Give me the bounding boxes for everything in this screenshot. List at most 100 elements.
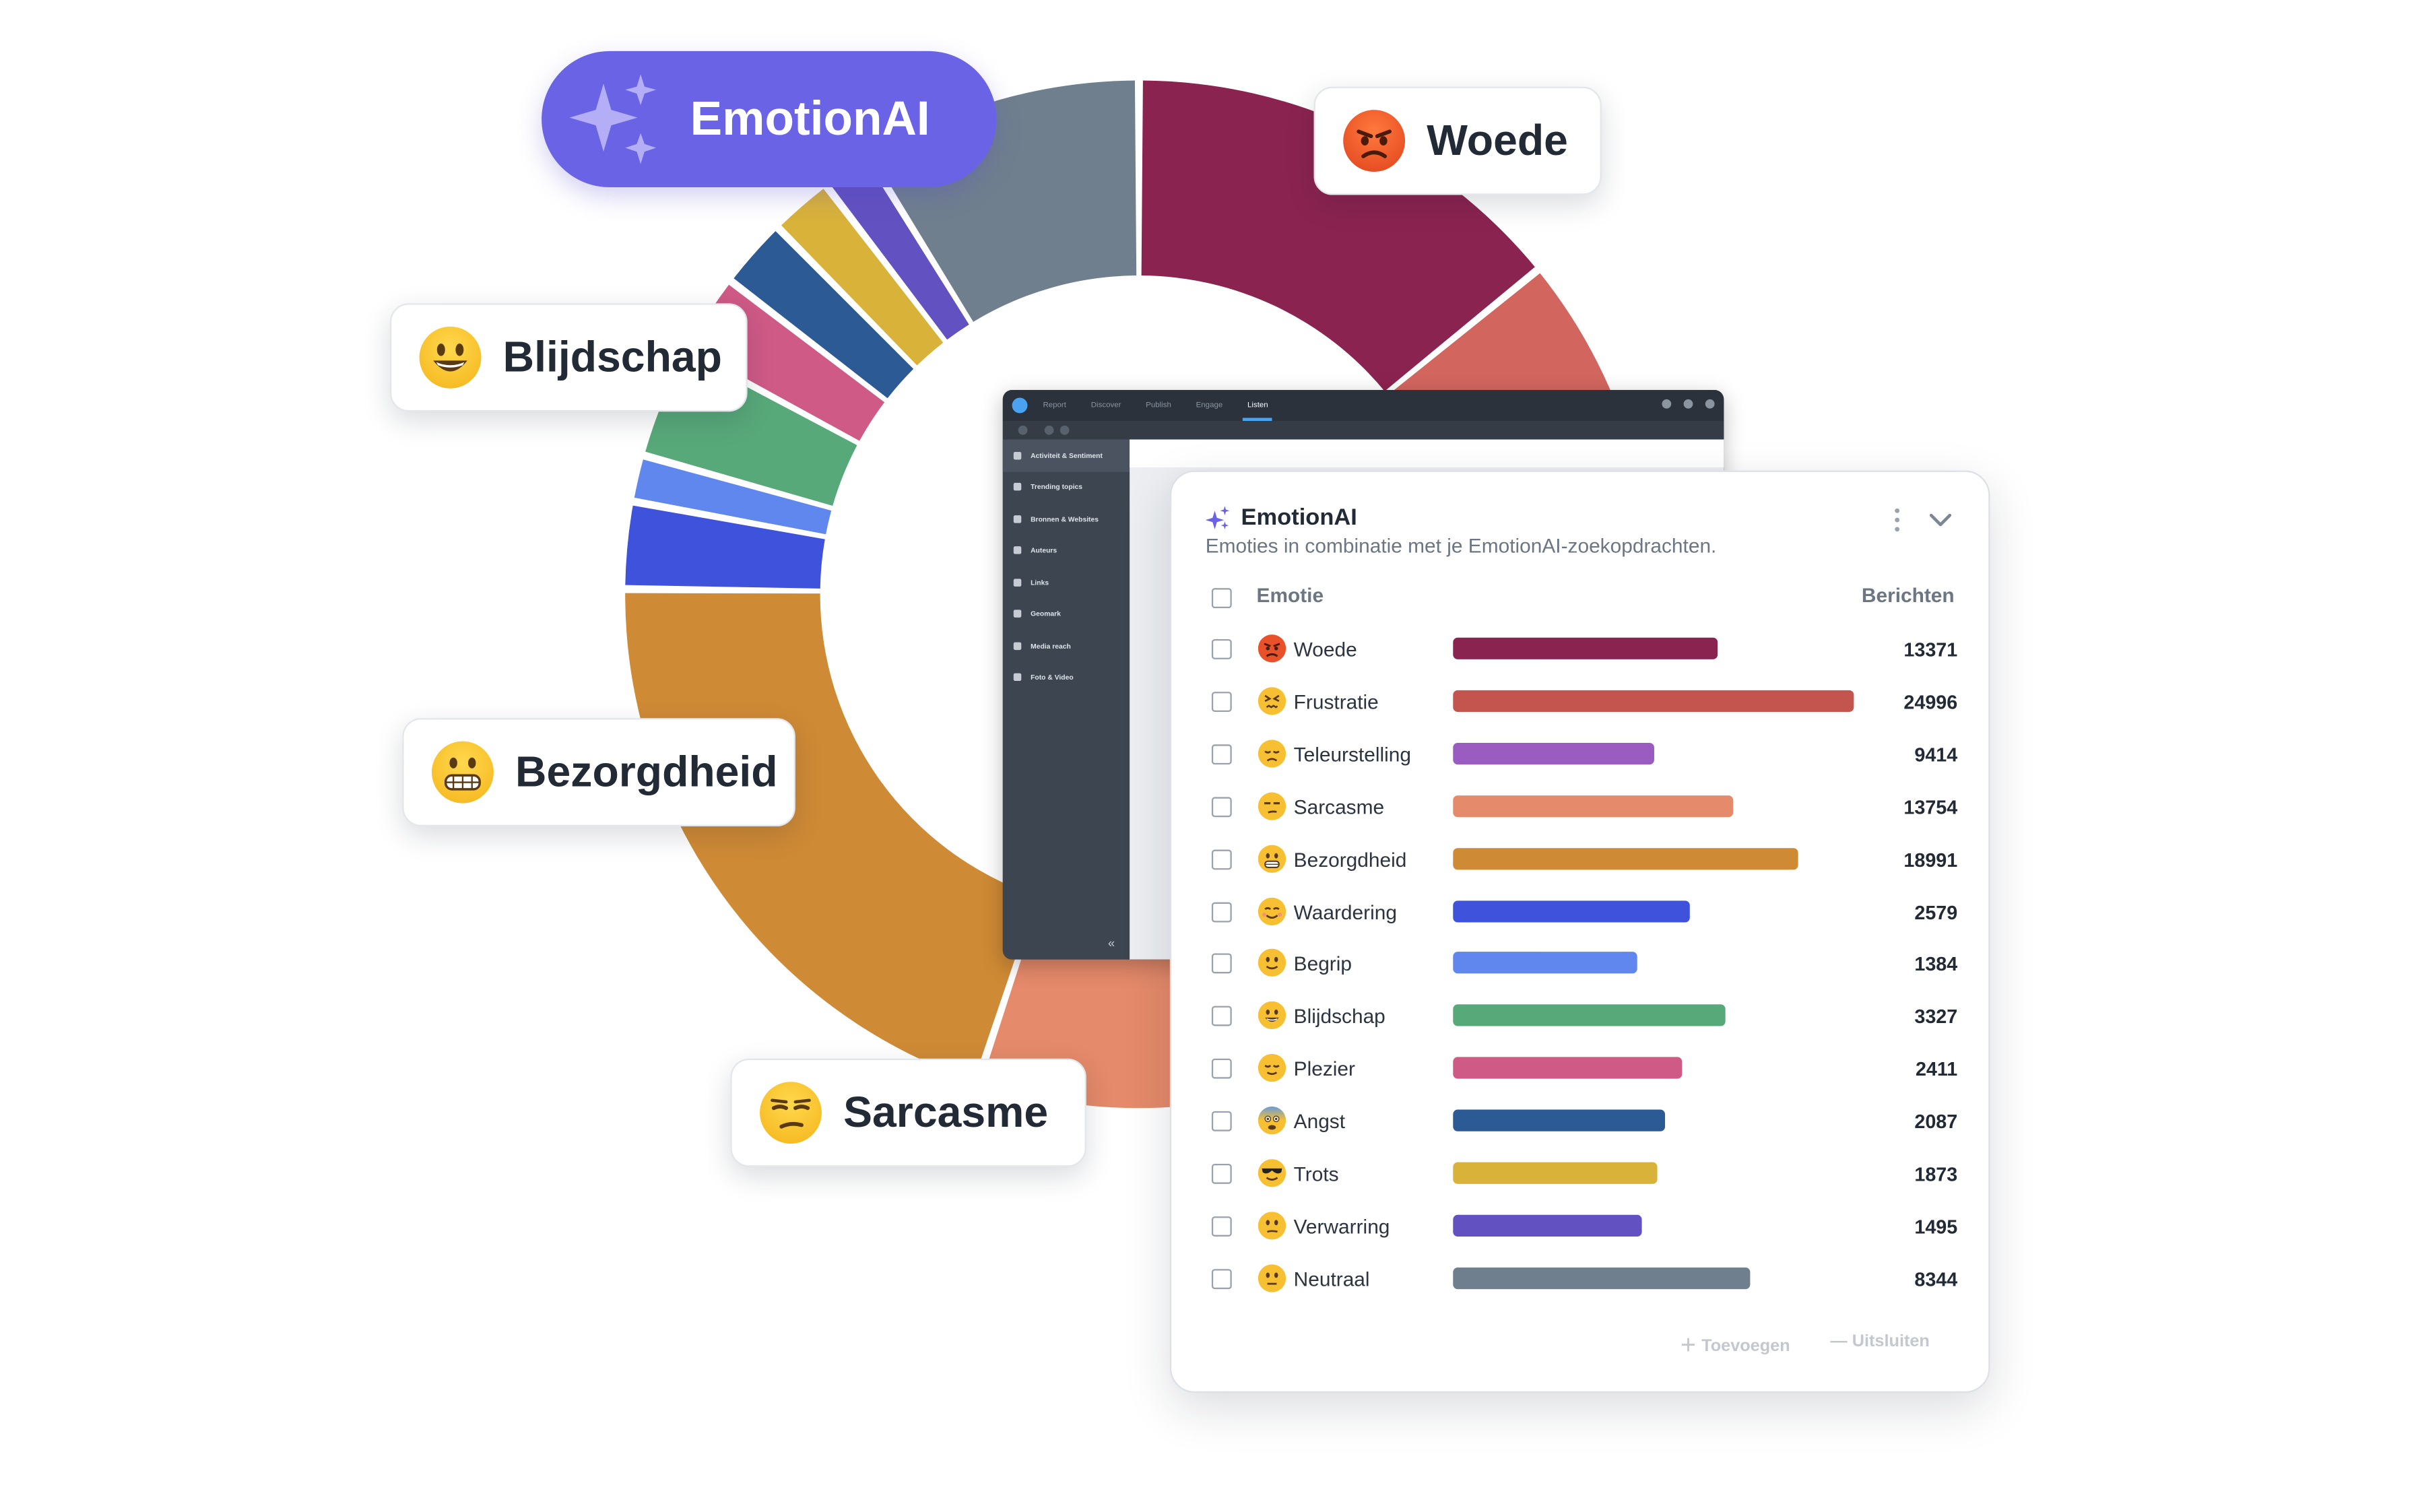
tab-report[interactable]: Report (1043, 401, 1066, 410)
bar-chart-icon (1013, 483, 1022, 491)
emotion-card: EmotionAI Emoties in combinatie met je E… (1169, 470, 1992, 1393)
disappointed-face-icon (1258, 739, 1286, 768)
list-item: Verwarring 1495 (1171, 1201, 1992, 1253)
card-footer: ＋ Toevoegen — Uitsluiten (1680, 1332, 1930, 1357)
row-checkbox[interactable] (1211, 744, 1232, 764)
bell-icon[interactable] (1683, 399, 1693, 409)
sparkles-icon (569, 74, 657, 164)
row-checkbox[interactable] (1211, 1163, 1232, 1184)
card-subtitle: Emoties in combinatie met je EmotionAI-z… (1205, 533, 1717, 558)
row-checkbox[interactable] (1211, 691, 1232, 712)
bar-waardering (1453, 900, 1690, 922)
help-icon[interactable] (1662, 399, 1672, 409)
list-item: Angst 2087 (1171, 1096, 1992, 1148)
donut-slice-woede (1141, 80, 1535, 391)
bar-angst (1453, 1109, 1666, 1131)
tab-listen[interactable]: Listen (1242, 390, 1274, 422)
sidebar-item-media-reach[interactable]: Media reach (1003, 630, 1130, 661)
row-checkbox[interactable] (1211, 1006, 1232, 1027)
emotion-name: Frustratie (1293, 690, 1379, 714)
grimacing-face-icon (431, 741, 494, 803)
angry-face-icon (1258, 634, 1286, 663)
search-icon[interactable] (1018, 425, 1028, 435)
globe-icon (1013, 515, 1022, 523)
row-checkbox[interactable] (1211, 1111, 1232, 1131)
label-bezorgdheid: Bezorgdheid (402, 718, 795, 827)
message-count: 13754 (1903, 796, 1958, 818)
message-count: 8344 (1914, 1268, 1958, 1290)
bar-neutraal (1453, 1267, 1750, 1289)
message-count: 1384 (1914, 954, 1958, 976)
message-count: 13371 (1903, 639, 1958, 661)
list-item: Woede 13371 (1171, 624, 1992, 676)
sparkles-icon (1205, 506, 1230, 529)
app-logo (1012, 397, 1028, 414)
column-header-berichten[interactable]: Berichten (1861, 583, 1955, 607)
emotion-name: Neutraal (1293, 1267, 1370, 1290)
message-count: 2411 (1915, 1059, 1958, 1081)
sidebar-item-foto-video[interactable]: Foto & Video (1003, 661, 1130, 693)
sidebar-item-activiteit[interactable]: Activiteit & Sentiment (1002, 439, 1130, 471)
row-checkbox[interactable] (1211, 796, 1232, 817)
chevron-down-icon[interactable] (1928, 509, 1953, 531)
list-item: Trots 1873 (1171, 1148, 1992, 1201)
emotion-name: Angst (1293, 1109, 1346, 1133)
tab-discover[interactable]: Discover (1090, 401, 1121, 410)
row-checkbox[interactable] (1211, 1059, 1232, 1080)
bar-sarcasme (1453, 795, 1734, 817)
link-icon (1013, 578, 1022, 587)
grinning-face-icon (419, 326, 482, 389)
activity-icon (1013, 451, 1022, 459)
more-vertical-icon[interactable] (1887, 506, 1908, 533)
list-item: Blijdschap 3327 (1171, 991, 1992, 1043)
list-item: Bezorgdheid 18991 (1171, 834, 1992, 886)
confounded-face-icon (1258, 686, 1286, 715)
emotion-name: Trots (1293, 1162, 1339, 1186)
list-item: Sarcasme 13754 (1171, 781, 1992, 834)
exclude-button[interactable]: — Uitsluiten (1830, 1332, 1930, 1352)
close-icon[interactable] (1059, 425, 1070, 435)
emotion-name: Blijdschap (1293, 1004, 1385, 1028)
add-icon[interactable] (1044, 425, 1054, 435)
gear-icon[interactable] (1705, 399, 1715, 409)
sidebar-item-bronnen[interactable]: Bronnen & Websites (1003, 503, 1130, 535)
unamused-face-icon (760, 1082, 822, 1144)
row-checkbox[interactable] (1211, 1268, 1232, 1289)
label-blijdschap: Blijdschap (389, 303, 748, 412)
row-checkbox[interactable] (1211, 954, 1232, 975)
collapse-sidebar-icon[interactable]: « (1107, 936, 1115, 950)
select-all-checkbox[interactable] (1211, 588, 1232, 609)
row-checkbox[interactable] (1211, 1216, 1232, 1237)
add-button[interactable]: ＋ Toevoegen (1679, 1337, 1790, 1356)
column-header-emotie[interactable]: Emotie (1256, 583, 1324, 607)
emotion-name: Teleurstelling (1293, 742, 1411, 766)
list-item: Waardering 2579 (1171, 886, 1992, 939)
emotionai-badge: EmotionAI (542, 51, 997, 188)
play-icon (1013, 673, 1022, 682)
tab-engage[interactable]: Engage (1196, 401, 1223, 410)
grimacing-face-icon (1258, 844, 1286, 873)
row-checkbox[interactable] (1211, 639, 1232, 659)
message-count: 18991 (1903, 849, 1958, 871)
list-item: Frustratie 24996 (1171, 676, 1992, 729)
grinning-face-icon (1258, 1001, 1286, 1030)
anxious-face-icon (1258, 1107, 1286, 1135)
sidebar-item-trending[interactable]: Trending topics (1003, 471, 1130, 503)
donut-slice-waardering (625, 505, 825, 589)
row-checkbox[interactable] (1211, 849, 1232, 869)
tab-publish[interactable]: Publish (1146, 401, 1171, 410)
donut-slice-trots (781, 189, 944, 366)
map-pin-icon (1013, 610, 1022, 618)
sidebar-item-auteurs[interactable]: Auteurs (1003, 535, 1130, 566)
emotion-name: Plezier (1293, 1057, 1355, 1081)
sidebar-item-geomark[interactable]: Geomark (1003, 598, 1130, 630)
woede-label: Woede (1427, 116, 1568, 164)
angry-face-icon (1343, 110, 1406, 172)
relieved-face-icon (1258, 1054, 1286, 1082)
donut-slice-verwarring (830, 159, 969, 340)
row-checkbox[interactable] (1211, 901, 1232, 922)
sidebar-item-links[interactable]: Links (1003, 566, 1130, 598)
label-woede: Woede (1313, 86, 1602, 195)
sunglasses-face-icon (1258, 1159, 1286, 1187)
bar-woede (1453, 637, 1718, 659)
